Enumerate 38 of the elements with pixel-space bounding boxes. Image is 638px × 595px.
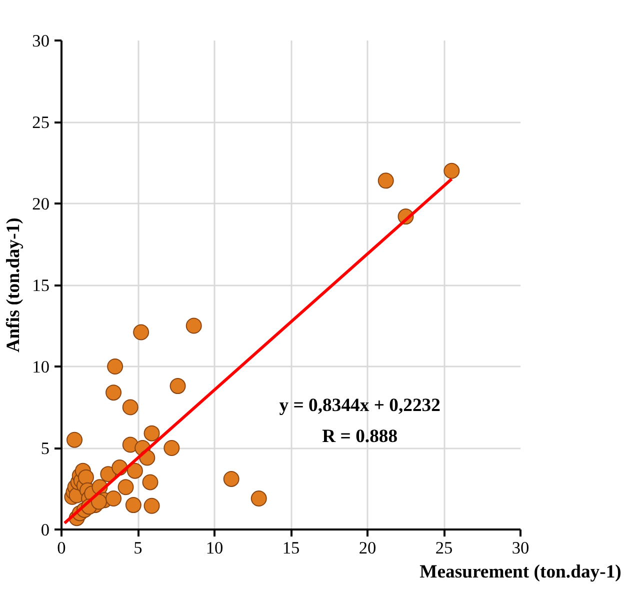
point	[444, 162, 460, 179]
point	[378, 172, 394, 189]
point	[66, 432, 83, 448]
x-tick-label: 15	[282, 538, 300, 558]
y-tick-label: 15	[32, 276, 50, 295]
point	[142, 474, 158, 490]
y-tick-label: 5	[40, 439, 50, 458]
point	[164, 440, 180, 456]
x-tick-label: 25	[435, 538, 453, 558]
point	[106, 384, 122, 401]
point	[78, 469, 94, 486]
y-tick-label: 30	[32, 32, 50, 50]
annotation: R = 0.888	[322, 426, 398, 448]
point	[170, 378, 186, 394]
point	[133, 324, 150, 340]
y-tick-label: 10	[32, 358, 50, 376]
point	[144, 498, 160, 514]
y-tick-label: 20	[32, 194, 50, 214]
x-axis-title: Measurement (ton.day-1)	[420, 562, 622, 582]
y-tick-label: 0	[40, 520, 50, 540]
point	[126, 462, 143, 479]
y-tick-label: 25	[32, 113, 50, 132]
point	[125, 497, 142, 514]
point	[118, 479, 134, 496]
point	[106, 490, 122, 507]
x-tick-label: 20	[358, 538, 376, 558]
point	[107, 358, 124, 374]
x-tick-label: 30	[512, 538, 530, 558]
point	[186, 318, 202, 334]
x-tick-label: 10	[206, 538, 224, 558]
point	[144, 425, 160, 442]
point	[122, 399, 138, 416]
y-axis-title: Anfis (ton.day-1)	[3, 218, 24, 352]
point	[223, 470, 240, 487]
annotation: y = 0,8344x + 0,2232	[279, 395, 440, 416]
x-tick-label: 5	[134, 538, 142, 558]
x-tick-label: 0	[57, 538, 66, 558]
point	[250, 490, 267, 507]
